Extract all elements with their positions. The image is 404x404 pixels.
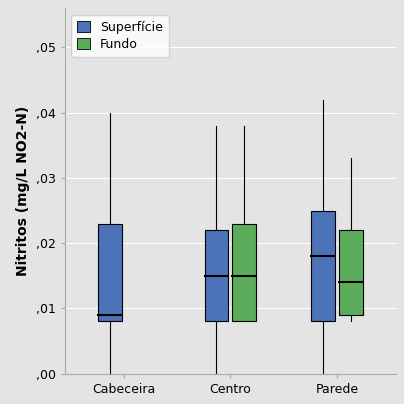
Bar	[339, 230, 363, 315]
Bar	[98, 223, 122, 322]
Y-axis label: Nitritos (mg/L NO2-N): Nitritos (mg/L NO2-N)	[17, 106, 30, 276]
Bar	[311, 210, 335, 322]
Bar	[205, 230, 228, 322]
Legend: Superfície, Fundo: Superfície, Fundo	[71, 15, 169, 57]
Bar	[232, 223, 256, 322]
